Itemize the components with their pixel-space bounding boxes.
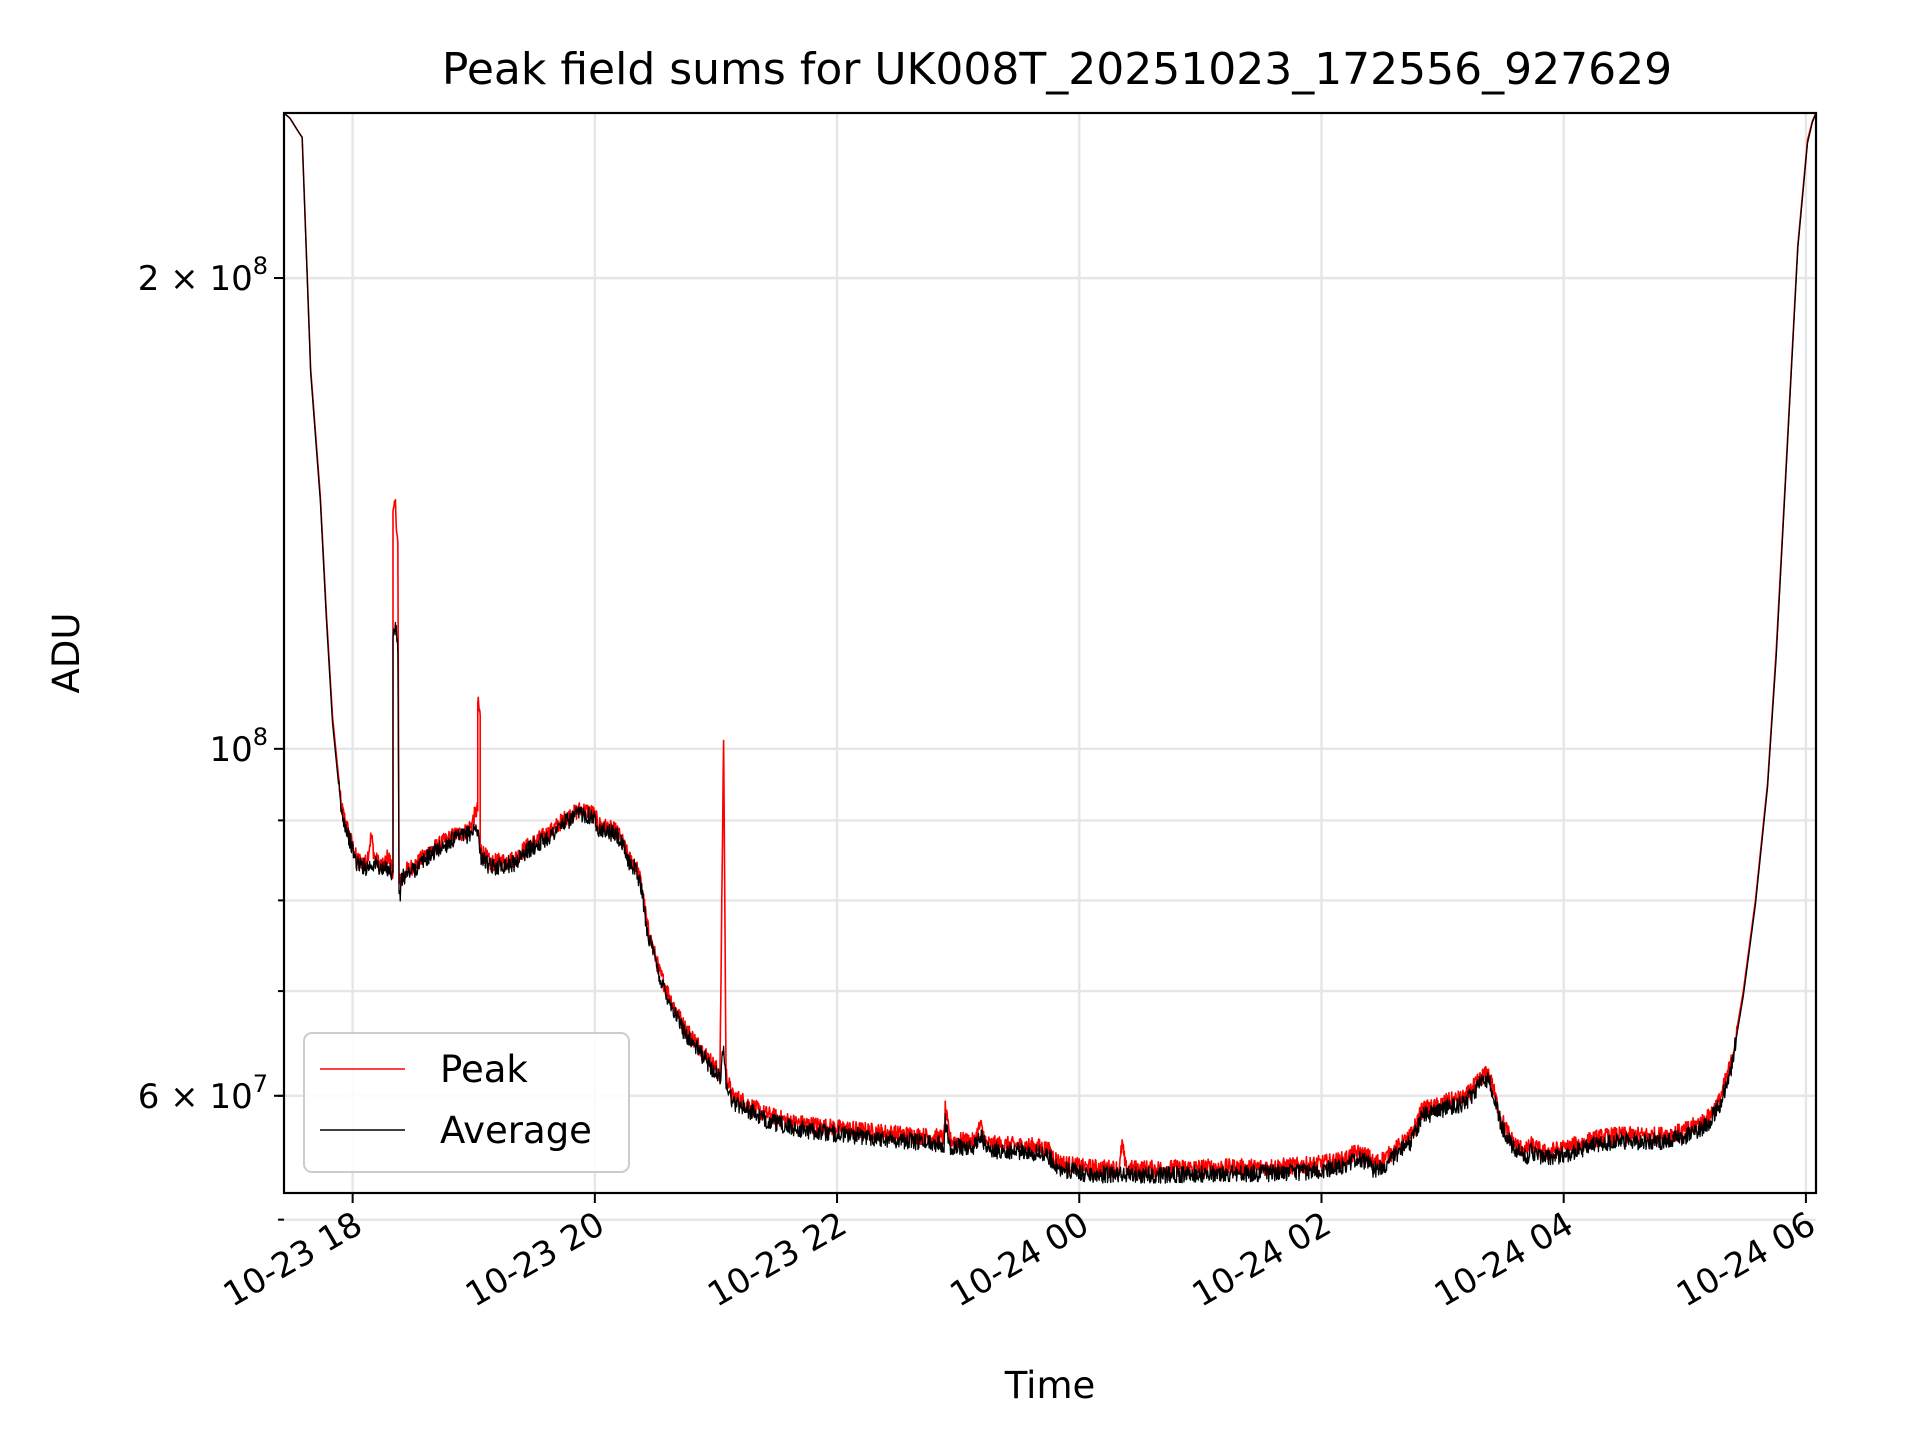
series-line-average	[284, 113, 1816, 1184]
y-tick-label: 6 × 107	[138, 1070, 268, 1117]
legend-box	[303, 1032, 630, 1173]
legend: Peak Average	[303, 1032, 630, 1173]
grid	[284, 113, 1816, 1221]
y-tick-label: 108	[209, 723, 268, 770]
legend-label-average: Average	[440, 1109, 592, 1152]
y-tick-label: 2 × 108	[138, 252, 268, 299]
y-axis-label: ADU	[45, 613, 88, 694]
x-axis-label: Time	[1004, 1364, 1096, 1407]
plot-series	[284, 113, 1816, 1184]
plot-frame	[282, 111, 1818, 1195]
chart-title: Peak field sums for UK008T_20251023_1725…	[442, 44, 1672, 95]
legend-label-peak: Peak	[440, 1048, 528, 1091]
